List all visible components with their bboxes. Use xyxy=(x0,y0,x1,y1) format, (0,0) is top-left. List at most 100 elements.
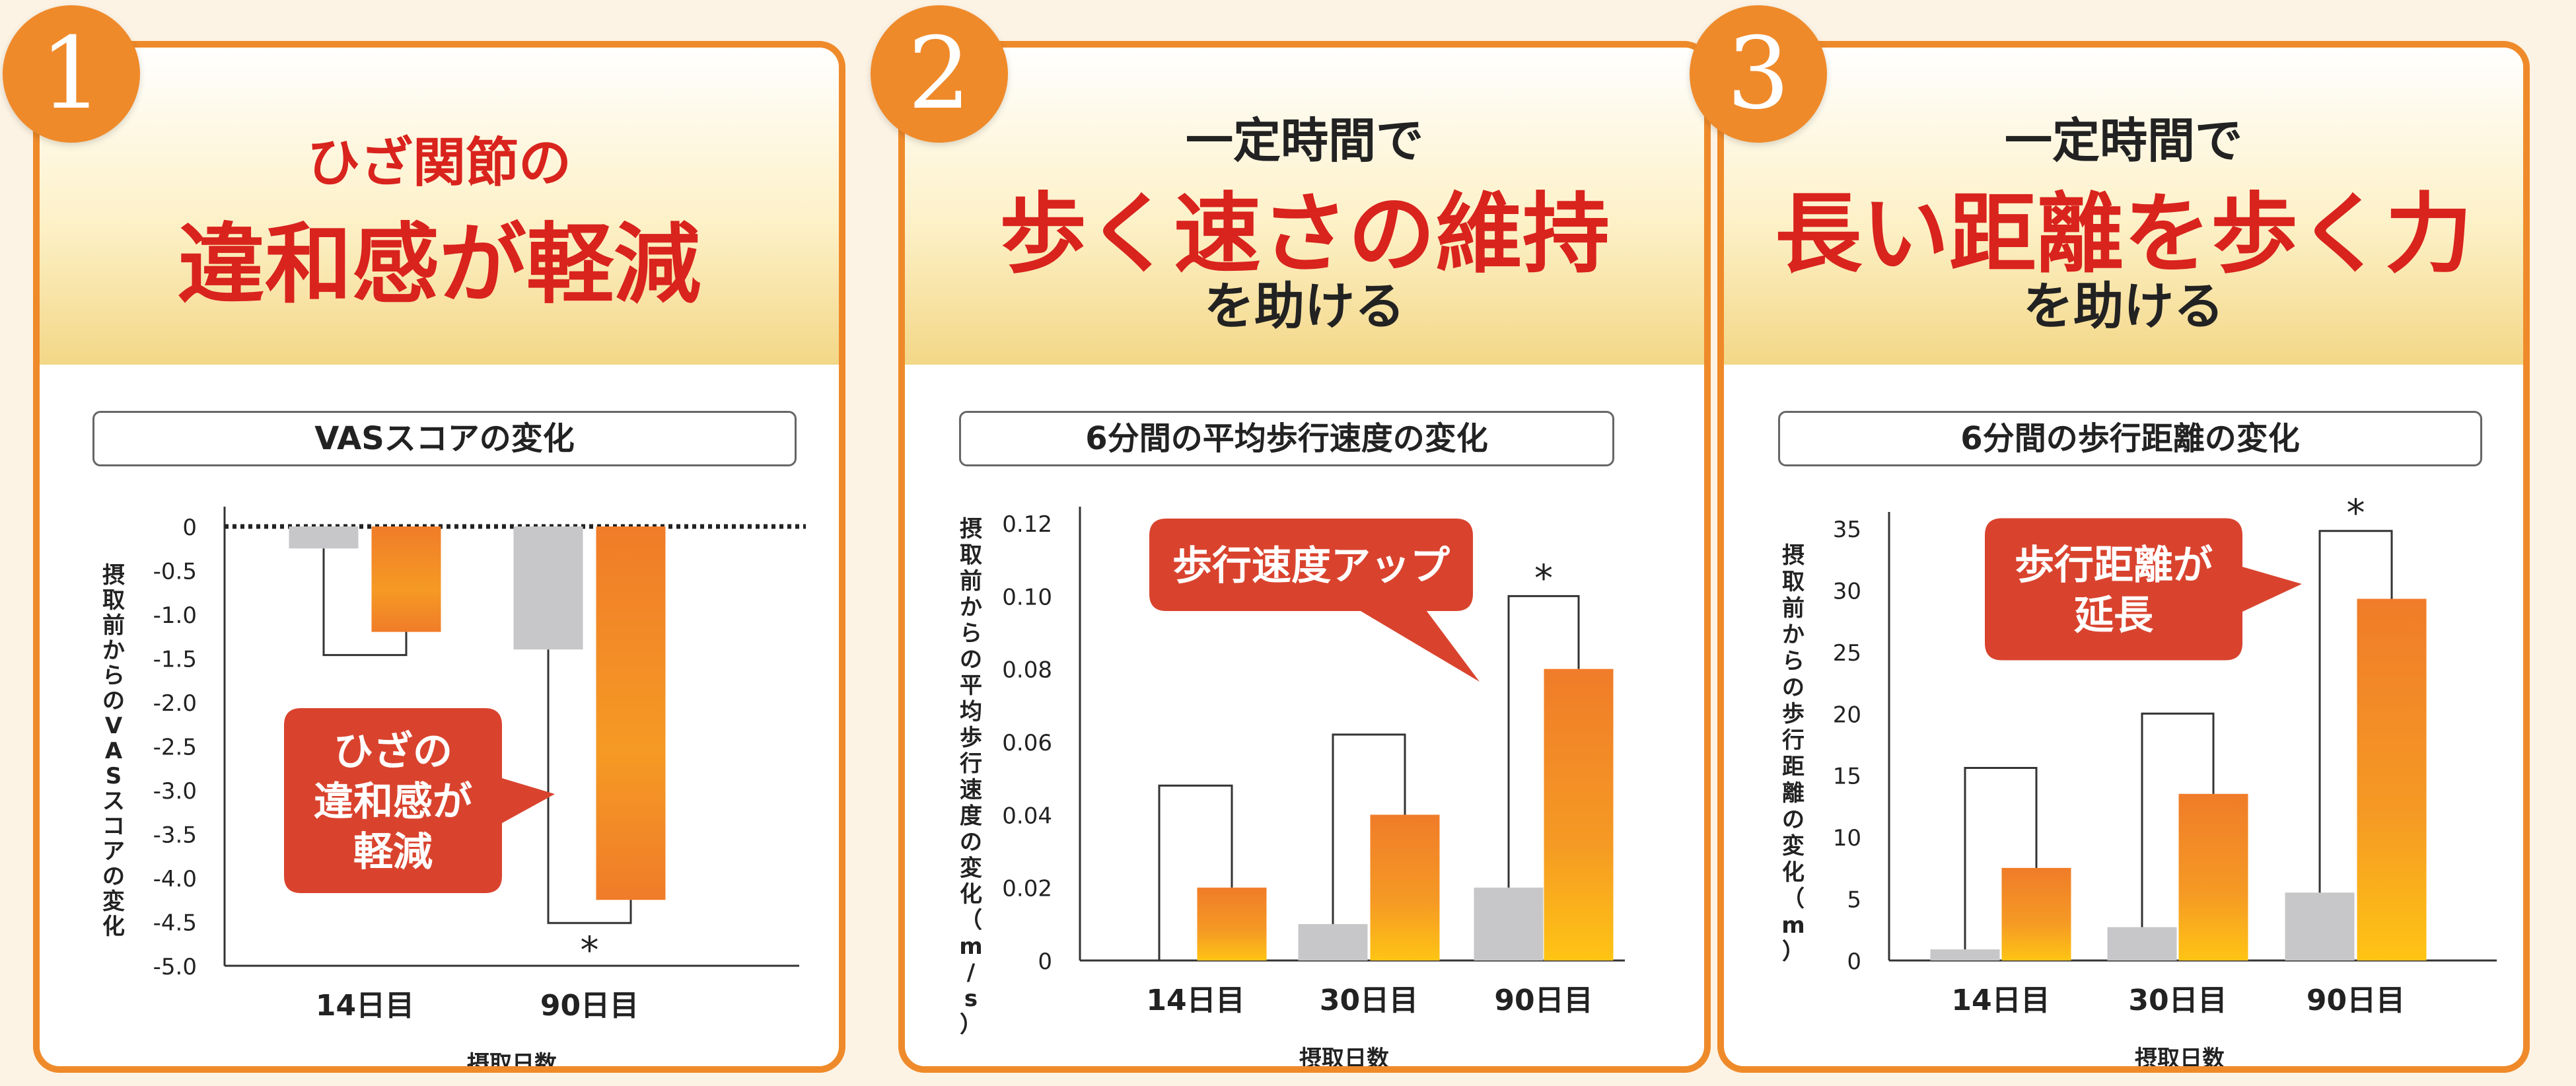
bar-test xyxy=(2001,867,2071,960)
ylabel-char: の xyxy=(1782,674,1805,701)
comparison-bracket xyxy=(1964,767,2038,950)
chart-title: 6分間の平均歩行速度の変化 xyxy=(959,411,1614,466)
ylabel-char: ら xyxy=(102,663,125,689)
comparison-bracket xyxy=(322,548,408,657)
comparison-bracket xyxy=(1332,733,1406,924)
ylabel-char: ） xyxy=(960,1012,982,1038)
bar-control xyxy=(1298,923,1368,960)
ylabel-char: 離 xyxy=(1782,780,1805,807)
ylabel-char: 均 xyxy=(960,699,982,725)
ylabel-char: 摂 xyxy=(960,516,982,542)
badge-number: 2 xyxy=(871,5,1008,143)
ylabel-char: か xyxy=(1782,622,1805,648)
ylabel-char: 化 xyxy=(960,881,982,908)
ylabel-char: ス xyxy=(102,788,125,814)
callout-text: 違和感が xyxy=(314,779,472,825)
callout-text: ひざの xyxy=(334,729,452,775)
significance-mark: * xyxy=(581,929,599,972)
bar-test xyxy=(1197,887,1267,960)
comparison-bracket xyxy=(547,649,632,924)
bar-control xyxy=(2107,927,2177,960)
callout-text: 軽減 xyxy=(353,829,433,875)
y-tick-label: 0.04 xyxy=(1002,803,1052,829)
ylabel-char: 摂 xyxy=(102,562,125,589)
ylabel-char: 歩 xyxy=(1782,701,1805,727)
x-tick-label: 90日目 xyxy=(1494,984,1592,1017)
y-tick-label: 0 xyxy=(1847,949,1861,975)
y-tick-label: -2.5 xyxy=(153,735,197,761)
bar-control xyxy=(2285,892,2355,960)
ylabel-char: s xyxy=(964,986,978,1012)
ylabel-char: S xyxy=(106,763,122,789)
ylabel-char: コ xyxy=(102,813,125,840)
ylabel-char: 歩 xyxy=(960,725,982,751)
ylabel-char: V xyxy=(105,713,123,739)
y-tick-label: 5 xyxy=(1847,887,1861,914)
headline-top: 一定時間で xyxy=(1185,113,1423,168)
x-tick-label: 30日目 xyxy=(1320,984,1418,1017)
bar-test xyxy=(371,526,441,632)
comparison-bracket xyxy=(1158,784,1233,960)
y-tick-label: -5.0 xyxy=(153,954,197,980)
badge-number: 3 xyxy=(1690,5,1827,143)
ylabel-char: 度 xyxy=(960,803,982,830)
x-tick-label: 90日目 xyxy=(540,989,639,1023)
x-tick-label: 90日目 xyxy=(2307,984,2405,1017)
panel-knee-comfort: ひざ関節の 違和感が軽減 VASスコアの変化 0 -0.5 -1.0 -1.5 -2.0… xyxy=(33,41,845,1073)
ylabel-char: 行 xyxy=(960,751,982,778)
y-tick-label: -3.0 xyxy=(153,778,197,805)
ylabel-char: の xyxy=(960,829,982,855)
panel-header: 一定時間で 歩く速さの維持 を助ける xyxy=(905,48,1704,365)
callout: 歩行速度アップ xyxy=(1149,519,1480,682)
y-tick-label: 0.12 xyxy=(1002,511,1052,538)
panel-walking-speed: 一定時間で 歩く速さの維持 を助ける 6分間の平均歩行速度の変化 0 0.02 0.… xyxy=(898,41,1711,1073)
y-tick-label: 0.10 xyxy=(1002,584,1052,610)
chart-vas: 0 -0.5 -1.0 -1.5 -2.0 -2.5 -3.0 -3.5 -4.0 -4.5 -5.… xyxy=(102,507,806,1066)
ylabel-char: 速 xyxy=(960,777,982,803)
y-tick-label: 20 xyxy=(1833,702,1861,728)
bar-test xyxy=(2178,793,2248,960)
y-tick-label: -3.5 xyxy=(153,822,197,849)
comparison-bracket xyxy=(1507,595,1580,888)
y-tick-label: -4.5 xyxy=(153,910,197,937)
ylabel-char: の xyxy=(960,647,982,673)
ylabel-char: ら xyxy=(960,620,982,647)
y-tick-label: -2.0 xyxy=(153,690,197,717)
callout-shape xyxy=(284,708,555,893)
y-tick-label: 25 xyxy=(1833,640,1861,667)
x-axis-label: 摂取日数 xyxy=(1299,1046,1389,1066)
bar-control xyxy=(513,526,583,650)
bar-test xyxy=(1370,814,1440,960)
headline-main: ひざ関節の xyxy=(307,132,571,194)
comparison-bracket xyxy=(2318,530,2393,893)
chart-title: VASスコアの変化 xyxy=(92,411,797,466)
ylabel-char: A xyxy=(105,738,123,764)
ylabel-char: ア xyxy=(102,838,125,865)
ylabel-char: 前 xyxy=(1782,595,1805,622)
y-tick-label: 0 xyxy=(182,515,197,541)
y-tick-label: 15 xyxy=(1833,764,1861,790)
ylabel-char: 距 xyxy=(1782,754,1805,780)
ylabel-char: m xyxy=(1781,912,1805,939)
headline-main-2: 違和感が軽減 xyxy=(178,214,701,316)
ylabel-char: 化 xyxy=(1782,859,1805,886)
headline-main: 長い距離を歩く力 xyxy=(1775,184,2472,285)
ylabel-char: 変 xyxy=(960,855,982,882)
ylabel-char: （ xyxy=(960,908,982,934)
significance-mark: * xyxy=(2347,492,2365,535)
ylabel-char: （ xyxy=(1782,886,1805,912)
chart-title: 6分間の歩行距離の変化 xyxy=(1778,411,2482,466)
headline-top: 一定時間で xyxy=(2004,113,2242,168)
y-tick-label: -0.5 xyxy=(153,559,197,585)
callout-shape xyxy=(1149,519,1480,682)
bar-test xyxy=(2357,598,2427,960)
significance-mark: * xyxy=(1534,557,1553,600)
ylabel-char: m xyxy=(959,933,982,960)
ylabel-char: 変 xyxy=(102,888,125,915)
x-tick-label: 14日目 xyxy=(1951,984,2050,1017)
headline-main: 歩く速さの維持 xyxy=(999,184,1610,285)
ylabel-char: ら xyxy=(1782,648,1805,674)
ylabel-char: 変 xyxy=(1782,833,1805,859)
